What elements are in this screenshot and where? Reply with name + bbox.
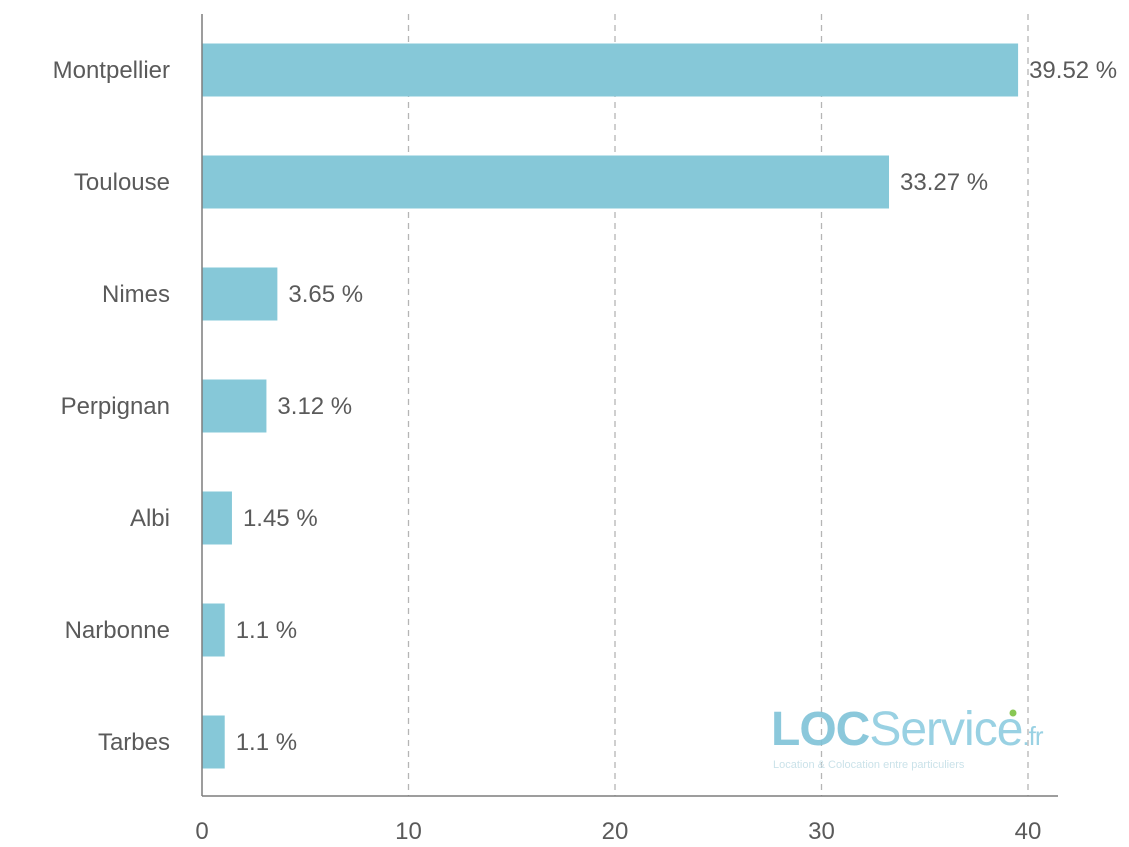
category-label: Perpignan <box>61 393 170 420</box>
value-label: 33.27 % <box>900 169 988 196</box>
grid-layer <box>407 14 1029 796</box>
value-label: 3.65 % <box>288 281 363 308</box>
x-tick-label: 0 <box>195 818 208 845</box>
value-label: 39.52 % <box>1029 57 1117 84</box>
value-labels: 39.52 % 33.27 % 3.65 % 3.12 % 1.45 % 1.1 % 1.1… <box>236 57 1117 756</box>
x-tick-label: 20 <box>602 818 629 845</box>
bar <box>202 379 267 433</box>
bar <box>202 267 278 321</box>
x-tick-label: 30 <box>808 818 835 845</box>
bar <box>202 603 225 657</box>
logo-service-text: Service <box>869 703 1022 756</box>
value-label: 3.12 % <box>277 393 352 420</box>
x-tick-label: 40 <box>1015 818 1042 845</box>
bar <box>202 715 225 769</box>
logo-loc-text: LOC <box>771 703 870 756</box>
x-axis-ticks: 0 10 20 30 40 <box>195 818 1041 845</box>
value-label: 1.1 % <box>236 729 297 756</box>
logo-wordmark: LOCService.fr <box>771 703 1044 756</box>
category-label: Narbonne <box>65 617 170 644</box>
value-label: 1.1 % <box>236 617 297 644</box>
logo-dot-icon <box>1009 709 1017 717</box>
logo-tld-text: .fr <box>1022 721 1043 751</box>
category-label: Toulouse <box>74 169 170 196</box>
bar <box>202 155 890 209</box>
logo-tagline: Location & Colocation entre particuliers <box>773 759 965 771</box>
value-label: 1.45 % <box>243 505 318 532</box>
category-labels: Montpellier Toulouse Nimes Perpignan Albi Nar… <box>53 57 170 756</box>
x-tick-label: 10 <box>395 818 422 845</box>
bar <box>202 491 232 545</box>
category-label: Montpellier <box>53 57 170 84</box>
category-label: Albi <box>130 505 170 532</box>
category-label: Nimes <box>102 281 170 308</box>
bar <box>202 43 1019 97</box>
locservice-logo: LOCService.fr Location & Colocation entr… <box>771 703 1045 771</box>
bars-layer <box>202 43 1019 769</box>
category-label: Tarbes <box>98 729 170 756</box>
